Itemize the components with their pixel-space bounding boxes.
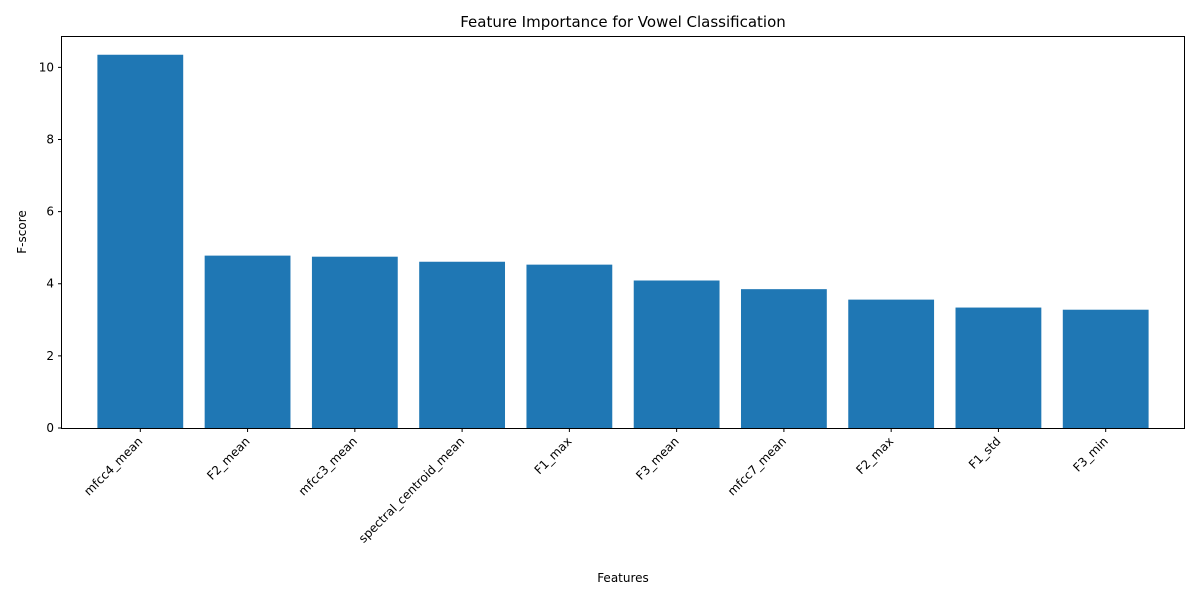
y-tick-label: 0 [46,421,54,435]
x-tick-label: F1_std [966,434,1004,472]
y-tick-label: 10 [39,60,54,74]
y-tick-label: 6 [46,205,54,219]
x-tick-label: F2_mean [204,434,252,482]
plot-frame [61,36,1185,429]
bar-F3_mean [633,280,720,428]
x-tick-label: mfcc7_mean [725,434,789,498]
bar-mfcc3_mean [311,256,398,428]
bar-F1_std [955,307,1042,428]
x-tick-label: F1_max [532,434,575,477]
x-tick-label: spectral_centroid_mean [356,434,467,545]
bars [97,54,1149,428]
y-axis-title: F-score [15,210,29,253]
x-tick-label: mfcc4_mean [81,434,145,498]
bar-F1_max [526,264,613,428]
y-tick-label: 8 [46,132,54,146]
chart-title: Feature Importance for Vowel Classificat… [460,13,786,31]
x-tick-label: F3_min [1070,434,1110,474]
x-axis: mfcc4_mean F2_mean mfcc3_meanspectral_cent… [81,428,1111,546]
y-axis: 0 2 4 6 8 10 [39,60,62,435]
bar-F2_mean [204,255,291,428]
x-axis-title: Features [597,571,649,585]
bar-mfcc7_mean [740,289,827,428]
bar-spectral_centroid_mean [419,261,506,428]
x-tick-label: F2_max [853,434,896,477]
y-tick-label: 4 [46,277,54,291]
bar-F2_max [848,299,935,428]
y-tick-label: 2 [46,349,54,363]
x-tick-label: F3_mean [633,434,681,482]
bar-F3_min [1062,309,1149,428]
x-tick-label: mfcc3_mean [296,434,360,498]
bar-mfcc4_mean [97,54,184,428]
